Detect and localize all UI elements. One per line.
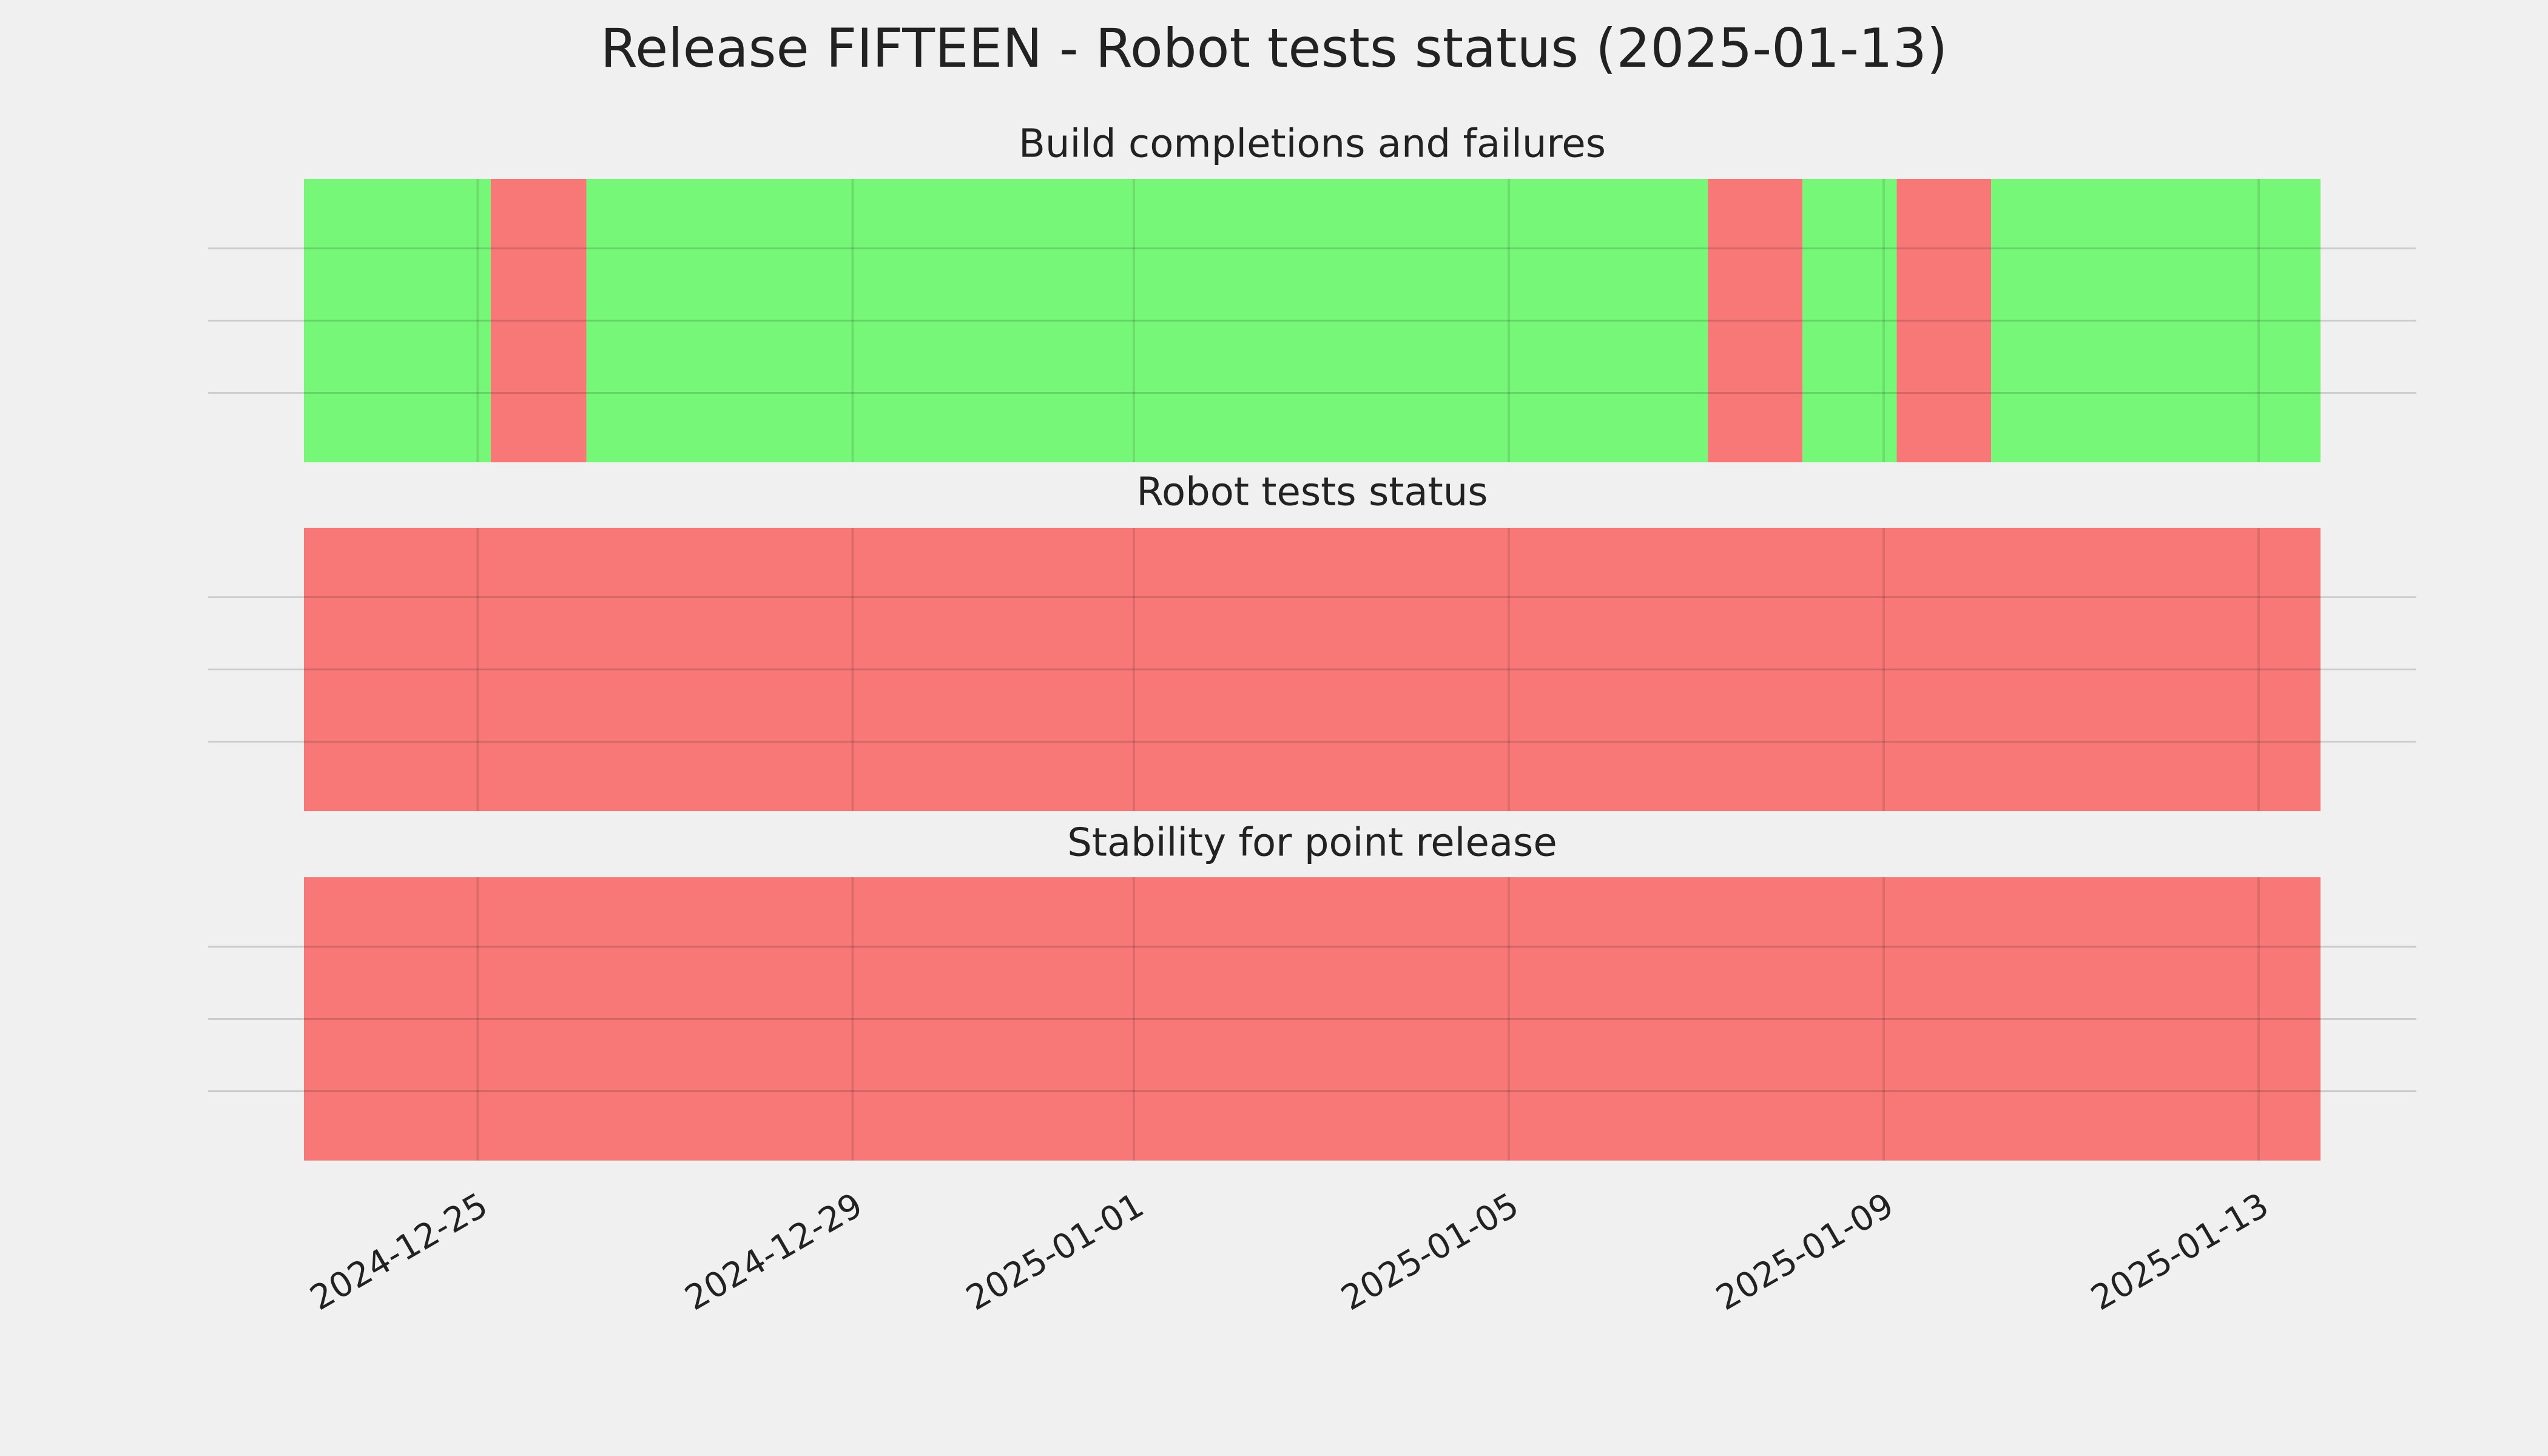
status-span	[490, 179, 587, 462]
panel-title: Stability for point release	[1067, 821, 1557, 866]
chart-title: Release FIFTEEN - Robot tests status (20…	[601, 17, 1947, 79]
status-span	[1708, 179, 1802, 462]
status-span	[304, 877, 2320, 1161]
status-span	[304, 528, 2320, 811]
status-span	[1896, 179, 1992, 462]
status-span	[586, 179, 1708, 462]
status-span	[304, 179, 491, 462]
status-span	[1991, 179, 2320, 462]
status-span	[1802, 179, 1897, 462]
panel-title: Robot tests status	[1136, 470, 1488, 515]
panel-title: Build completions and failures	[1019, 122, 1606, 167]
